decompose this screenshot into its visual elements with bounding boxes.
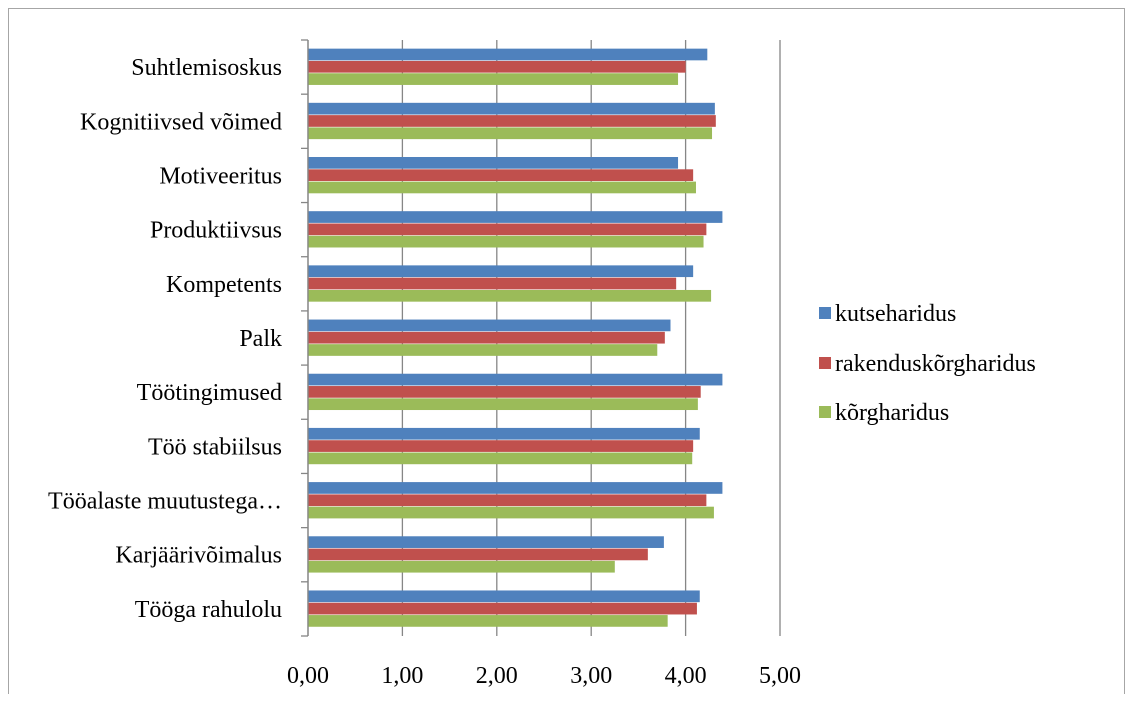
x-tick-label: 0,00 (287, 663, 329, 689)
bar-kutseharidus (308, 265, 694, 278)
bar-rakenduskõrgharidus (308, 223, 707, 236)
bar-rakenduskõrgharidus (308, 386, 701, 398)
bar-kutseharidus (308, 482, 723, 494)
bar-rakenduskõrgharidus (308, 331, 665, 344)
bar-rakenduskõrgharidus (308, 60, 686, 73)
bar-kõrgharidus (308, 615, 668, 627)
category-labels: Suhtlemisoskus Kognitiivsed võimed Motivee… (48, 55, 282, 623)
bar-kutseharidus (308, 590, 700, 603)
category-label: Karjäärivõimalus (115, 543, 282, 569)
category-label: Suhtlemisoskus (131, 55, 282, 81)
category-label: Kompetents (166, 272, 282, 298)
bar-kutseharidus (308, 536, 664, 548)
bar-kutseharidus (308, 373, 723, 386)
category-label: Motiveeritus (159, 163, 282, 189)
bar-kõrgharidus (308, 398, 698, 411)
bar-kõrgharidus (308, 127, 713, 140)
legend-swatch (819, 357, 831, 369)
legend: kutseharidus rakenduskõrgharidus kõrgharid… (819, 301, 1036, 426)
legend-label: kõrgharidus (835, 400, 949, 426)
category-label: Tööga rahulolu (135, 597, 282, 623)
bar-kõrgharidus (308, 289, 712, 302)
bar-kutseharidus (308, 48, 708, 61)
category-label: Töötingimused (137, 380, 282, 406)
bar-rakenduskõrgharidus (308, 440, 694, 452)
bar-kutseharidus (308, 427, 700, 440)
bar-kõrgharidus (308, 73, 679, 85)
bar-kutseharidus (308, 102, 715, 115)
bar-kõrgharidus (308, 452, 693, 465)
x-tick-label: 5,00 (759, 663, 801, 689)
legend-swatch (819, 307, 831, 319)
bar-rakenduskõrgharidus (308, 548, 648, 561)
x-tick-labels: 0,00 1,00 2,00 3,00 4,00 5,00 (287, 663, 801, 689)
category-label: Produktiivsus (150, 218, 282, 244)
bars (308, 48, 723, 627)
bar-kõrgharidus (308, 506, 714, 519)
bar-kutseharidus (308, 211, 723, 223)
bar-kõrgharidus (308, 560, 615, 573)
bar-kõrgharidus (308, 181, 696, 194)
category-label: Töö stabiilsus (148, 434, 282, 460)
bar-rakenduskõrgharidus (308, 277, 677, 290)
category-label: Palk (239, 326, 282, 352)
x-tick-label: 2,00 (476, 663, 518, 689)
bar-kõrgharidus (308, 235, 704, 248)
x-tick-label: 1,00 (381, 663, 423, 689)
legend-swatch (819, 406, 831, 418)
bar-rakenduskõrgharidus (308, 115, 716, 127)
legend-label: rakenduskõrgharidus (835, 351, 1036, 377)
category-label: Tööalaste muutustega… (48, 489, 282, 515)
legend-label: kutseharidus (835, 301, 956, 327)
axis (301, 39, 309, 637)
chart-frame (8, 8, 1125, 694)
bar-rakenduskõrgharidus (308, 169, 694, 182)
x-tick-label: 3,00 (570, 663, 612, 689)
bar-kutseharidus (308, 319, 671, 332)
bar-rakenduskõrgharidus (308, 602, 697, 615)
category-label: Kognitiivsed võimed (80, 109, 282, 135)
bar-rakenduskõrgharidus (308, 494, 707, 507)
bar-kõrgharidus (308, 344, 658, 356)
bar-kutseharidus (308, 157, 679, 169)
x-tick-label: 4,00 (665, 663, 707, 689)
